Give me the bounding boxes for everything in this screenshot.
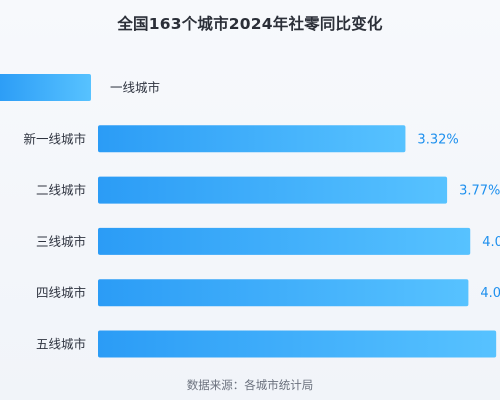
category-label-6: 五线城市 [36,337,86,352]
value-label-5: 4.02 [480,286,500,301]
value-label-4: 4.0 [482,235,500,250]
bar-4 [98,227,471,255]
bar-3 [98,176,448,204]
bar-5 [98,279,469,307]
category-label-4: 三线城市 [36,234,86,249]
bar-6 [98,330,497,358]
bar-2 [98,125,406,153]
category-label-5: 四线城市 [36,285,86,300]
category-label-1: 一线城市 [110,80,160,95]
bar-1 [0,74,91,101]
chart-title: 全国163个城市2024年社零同比变化 [117,15,383,33]
value-label-2: 3.32% [417,132,458,147]
data-source-note: 数据来源：各城市统计局 [186,378,314,392]
value-label-3: 3.77% [459,184,500,199]
category-label-3: 二线城市 [36,183,86,198]
category-label-2: 新一线城市 [23,131,86,146]
